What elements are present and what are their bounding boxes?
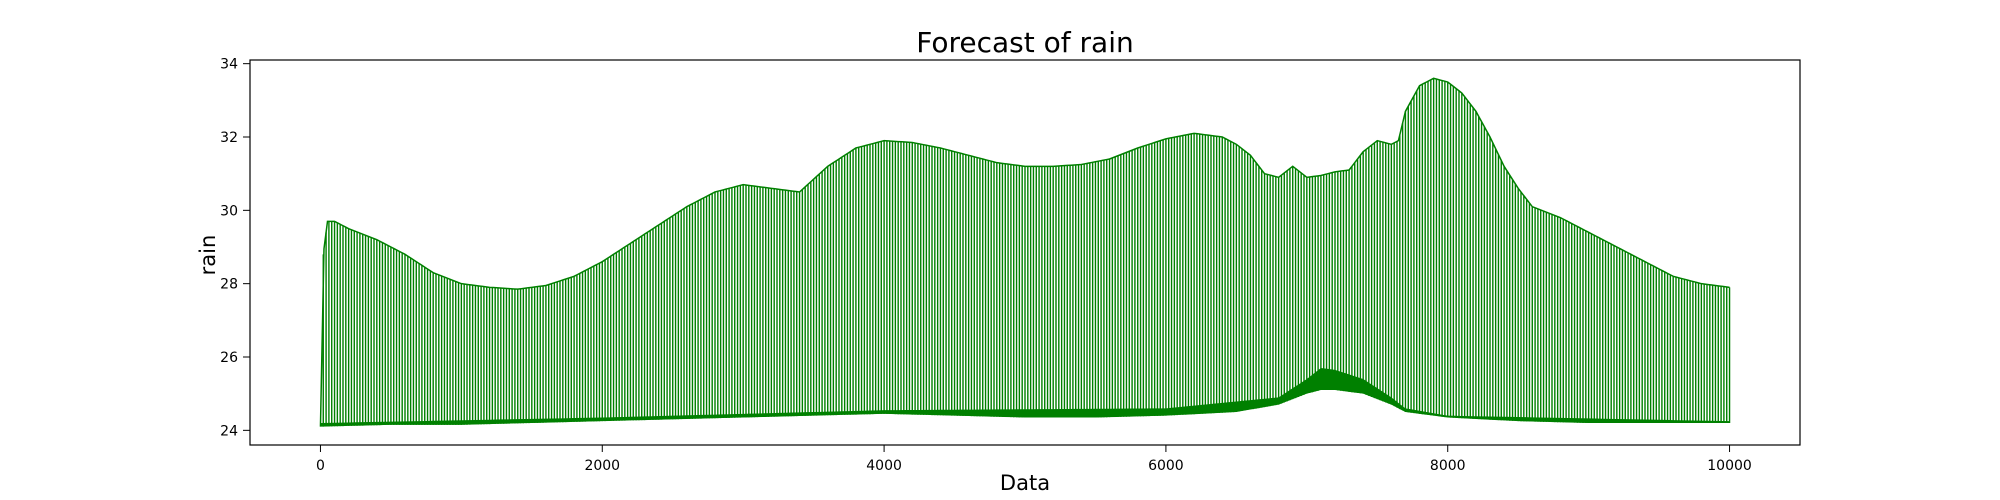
plot-frame: [249, 59, 1801, 446]
y-tick-label: 32: [220, 130, 238, 146]
chart-title: Forecast of rain: [916, 26, 1133, 59]
x-axis: 0 2000 4000 6000 8000 10000: [316, 445, 1752, 474]
x-tick-label: 0: [316, 458, 325, 474]
plot-area: [319, 77, 1731, 427]
series-0-oscillation: [322, 78, 1731, 427]
x-tick-label: 8000: [1430, 458, 1466, 474]
y-tick-label: 26: [220, 350, 238, 366]
series-0-upper-envelope: [319, 77, 1730, 427]
x-tick-label: 10000: [1707, 458, 1752, 474]
x-axis-label: Data: [1000, 471, 1050, 495]
y-tick-label: 24: [220, 423, 238, 439]
y-axis: 24 26 28 30 32 34: [220, 57, 250, 439]
series-0-lower-band: [320, 368, 1730, 427]
y-tick-label: 34: [220, 57, 238, 73]
x-tick-label: 2000: [584, 458, 620, 474]
y-tick-label: 28: [220, 277, 238, 293]
y-axis-label: rain: [196, 235, 220, 276]
x-tick-label: 4000: [866, 458, 902, 474]
y-tick-label: 30: [220, 203, 238, 219]
x-tick-label: 6000: [1148, 458, 1184, 474]
